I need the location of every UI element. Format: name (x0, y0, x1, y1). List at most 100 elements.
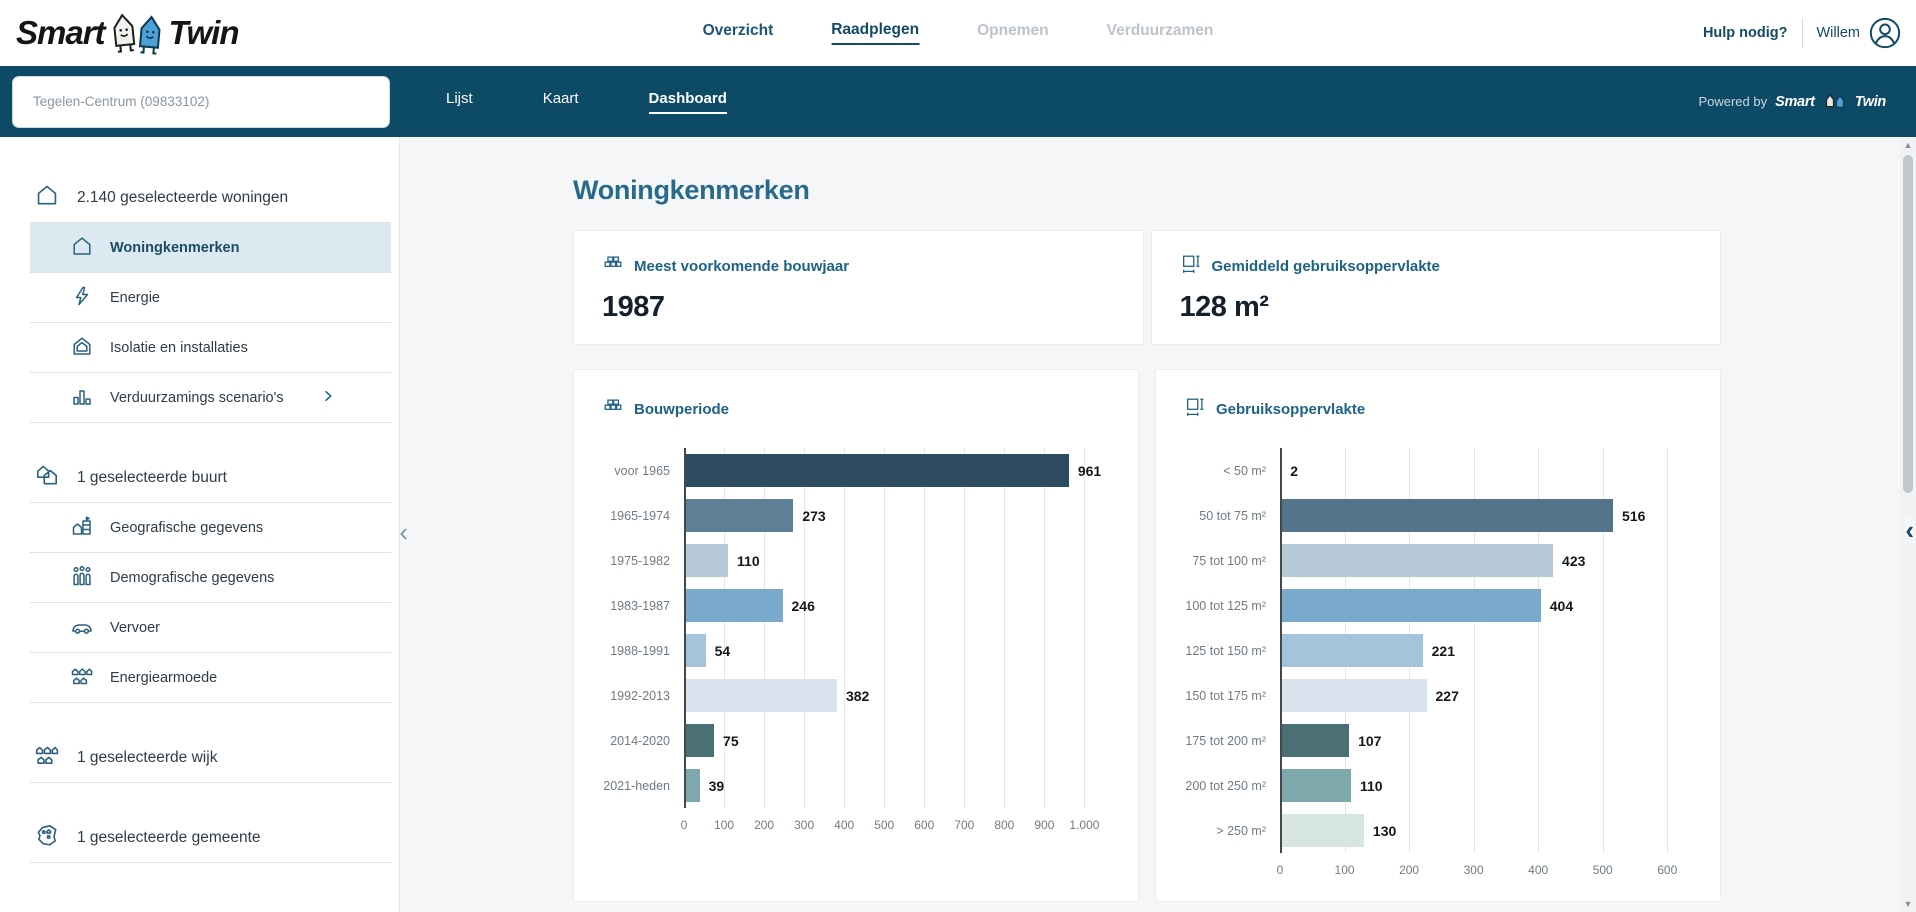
category-label: 1965-1974 (610, 508, 670, 523)
tab-kaart[interactable]: Kaart (542, 89, 579, 107)
sidebar-item-label: Geografische gegevens (110, 519, 264, 536)
category-label: 150 tot 175 m² (1185, 688, 1266, 703)
nav-item-raadplegen[interactable]: Raadplegen (831, 21, 920, 45)
gridline (1602, 448, 1604, 853)
chart-bar-row: 2014-2020 75 (610, 718, 1110, 763)
gridline (764, 448, 766, 808)
sidebar-header-buurt[interactable]: 1 geselecteerde buurt (30, 453, 391, 503)
chart-plot: < 50 m² 2 50 tot 75 m² 516 75 tot 100 m² 423 1… (1185, 448, 1692, 853)
gridline (844, 448, 846, 808)
sidebar-collapse-chevron[interactable]: ‹ (399, 517, 408, 547)
user-menu[interactable]: Willem (1817, 16, 1903, 50)
nav-item-verduurzamen[interactable]: Verduurzamen (1106, 22, 1214, 39)
x-axis-tick: 500 (874, 818, 895, 832)
category-label: 75 tot 100 m² (1192, 553, 1266, 568)
sidebar-header-label: 1 geselecteerde buurt (77, 468, 227, 486)
x-axis-tick: 500 (1592, 863, 1613, 877)
sidebar-item-energie[interactable]: Energie (30, 273, 391, 323)
category-label: 1992-2013 (610, 688, 670, 703)
logo-text-smart: Smart (16, 14, 106, 51)
sidebar-header-wijk[interactable]: 1 geselecteerde wijk (30, 733, 391, 783)
area-icon (1180, 253, 1202, 279)
nav-item-opnemen[interactable]: Opnemen (977, 22, 1049, 39)
bar-value-label: 273 (802, 507, 826, 524)
sidebar-item-demografische-gegevens[interactable]: Demografische gegevens (30, 553, 391, 603)
stat-label: Gemiddeld gebruiksoppervlakte (1211, 257, 1440, 275)
insulated-house-icon (70, 334, 94, 362)
bar (1280, 634, 1423, 667)
tab-lijst[interactable]: Lijst (446, 89, 473, 107)
search-input[interactable] (12, 75, 390, 128)
sidebar-item-energiearmoede[interactable]: Energiearmoede (30, 653, 391, 703)
gridline (1084, 448, 1086, 808)
toolbar: Lijst Kaart Dashboard Powered by Smart T… (0, 66, 1916, 137)
bar-value-label: 246 (791, 597, 815, 614)
powered-logo-houses-icon (1823, 92, 1847, 112)
powered-by: Powered by Smart Twin (1698, 92, 1886, 112)
sidebar-item-geografische-gegevens[interactable]: Geografische gegevens (30, 503, 391, 553)
sidebar-header-gemeente[interactable]: 1 geselecteerde gemeente (30, 813, 391, 863)
bar (1280, 589, 1541, 622)
scrollbar-thumb[interactable] (1903, 155, 1913, 493)
category-label: 1975-1982 (610, 553, 670, 568)
bar-chart-icon (70, 384, 94, 412)
y-axis-line (684, 448, 686, 808)
powered-by-label: Powered by (1698, 94, 1768, 109)
bar-value-label: 110 (737, 552, 760, 569)
chart-bar-row: 175 tot 200 m² 107 (1185, 718, 1692, 763)
buildings-icon (70, 514, 94, 542)
category-label: < 50 m² (1223, 463, 1266, 478)
right-panel-collapse-chevron[interactable]: ‹ (1905, 515, 1914, 545)
sidebar-group-buurt: 1 geselecteerde buurt Geografische gegev… (0, 453, 399, 703)
category-label: 200 tot 250 m² (1185, 778, 1266, 793)
stat-label: Meest voorkomende bouwjaar (634, 257, 850, 275)
bar-value-label: 39 (708, 777, 725, 794)
chart-bar-row: voor 1965 961 (614, 448, 1110, 493)
user-avatar-icon[interactable] (1868, 16, 1902, 50)
help-link[interactable]: Hulp nodig? (1702, 25, 1788, 41)
sidebar-item-verduurzamings-scenarios[interactable]: Verduurzamings scenario's (30, 373, 391, 423)
gridline (1667, 448, 1669, 853)
chart-bar-row: 2021-heden 39 (603, 763, 1110, 808)
sidebar-item-vervoer[interactable]: Vervoer (30, 603, 391, 653)
sidebar-item-woningkenmerken[interactable]: Woningkenmerken (30, 223, 391, 273)
scroll-down-arrow[interactable]: ▼ (1903, 899, 1913, 909)
sidebar-item-label: Demografische gegevens (110, 569, 275, 586)
nav-item-overzicht[interactable]: Overzicht (702, 22, 774, 39)
x-axis-tick: 900 (1034, 818, 1055, 832)
houses-grid-icon (34, 742, 60, 773)
sidebar-header-label: 2.140 geselecteerde woningen (77, 188, 289, 206)
sidebar-group-gemeente: 1 geselecteerde gemeente (0, 813, 399, 863)
app-logo[interactable]: Smart Twin (16, 7, 239, 59)
category-label: 2014-2020 (610, 733, 670, 748)
bar-value-label: 2 (1290, 462, 1299, 479)
chart-bar-row: < 50 m² 2 (1223, 448, 1692, 493)
gridline (964, 448, 966, 808)
chart-bar-row: 50 tot 75 m² 516 (1199, 493, 1692, 538)
category-label: 100 tot 125 m² (1185, 598, 1266, 613)
gridline (924, 448, 926, 808)
bar (684, 544, 729, 577)
chart-axis: 0 100 200 300 400 500 600 700 800 900 1.000 (681, 808, 1110, 840)
sidebar-item-isolatie[interactable]: Isolatie en installaties (30, 323, 391, 373)
bar (1280, 814, 1364, 847)
bar-value-label: 227 (1435, 687, 1459, 704)
chart-title: Bouwperiode (634, 400, 730, 418)
x-axis-tick: 800 (994, 818, 1015, 832)
sidebar: 2.140 geselecteerde woningen Woningkenme… (0, 137, 408, 912)
sidebar-header-label: 1 geselecteerde gemeente (77, 828, 261, 846)
chart-bar-row: 125 tot 150 m² 221 (1185, 628, 1692, 673)
chart-gebruiksoppervlakte: < 50 m² 2 50 tot 75 m² 516 75 tot 100 m² 423 1… (1184, 448, 1692, 885)
bar (684, 589, 783, 622)
tab-dashboard[interactable]: Dashboard (648, 90, 727, 114)
x-axis-tick: 200 (754, 818, 775, 832)
powered-logo-smart: Smart (1775, 93, 1815, 110)
chevron-right-icon[interactable] (320, 388, 336, 408)
gridline (804, 448, 806, 808)
area-icon (1184, 396, 1206, 422)
page-title: Woningkenmerken (573, 175, 810, 205)
sidebar-header-woningen[interactable]: 2.140 geselecteerde woningen (30, 173, 391, 223)
x-axis-tick: 600 (1657, 863, 1678, 877)
scroll-up-arrow[interactable]: ▲ (1903, 140, 1913, 150)
chart-plot: voor 1965 961 1965-1974 273 1975-1982 110 1983… (603, 448, 1110, 808)
